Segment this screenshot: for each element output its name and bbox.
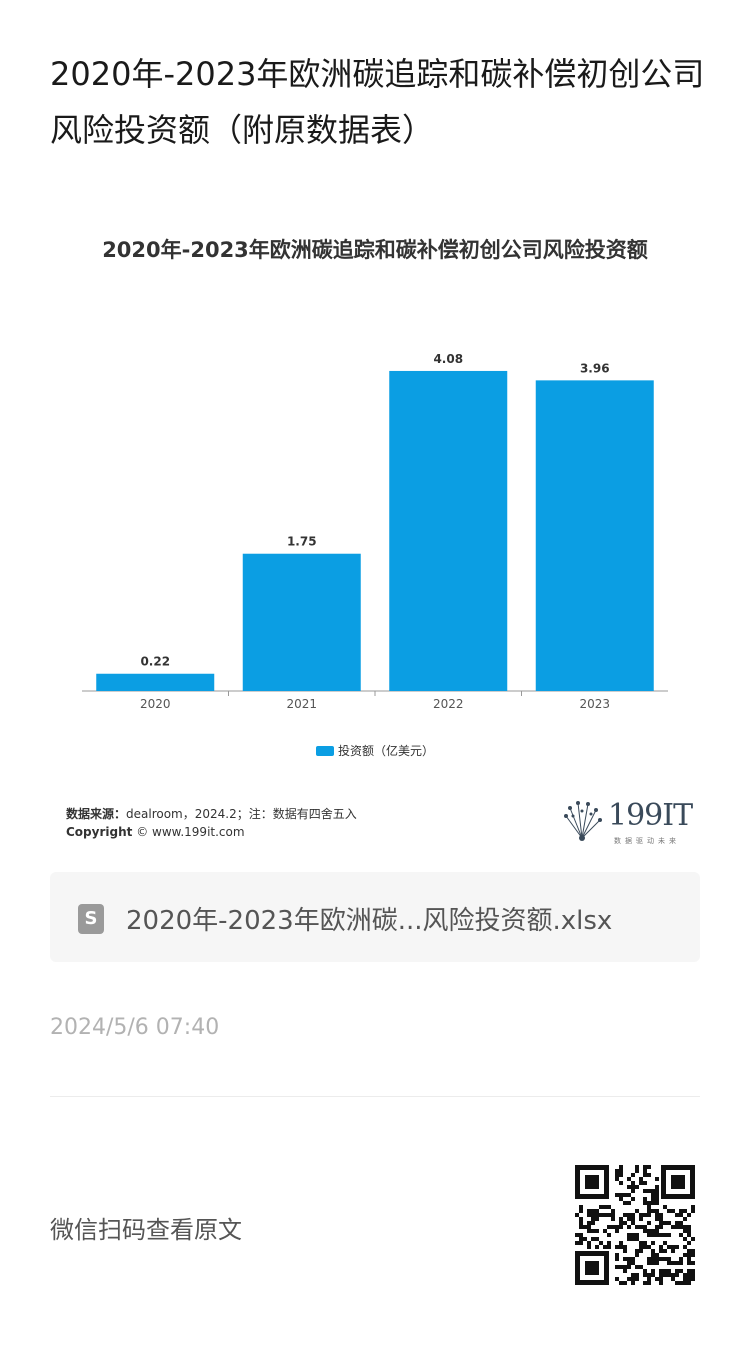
spreadsheet-file-icon: S <box>78 904 104 934</box>
data-label-2023: 3.96 <box>580 361 610 375</box>
x-tick-label-2023: 2023 <box>579 697 610 711</box>
attachment-file-name[interactable]: 2020年-2023年欧洲碳...风险投资额.xlsx <box>126 906 613 936</box>
copyright-key: Copyright <box>66 825 133 839</box>
source-key: 数据来源： <box>66 807 127 821</box>
x-tick-label-2020: 2020 <box>140 697 171 711</box>
brand-tagline: 数据驱动未来 <box>614 837 680 845</box>
data-label-2020: 0.22 <box>140 655 170 669</box>
dandelion-logo-icon <box>564 801 602 841</box>
qr-label: 微信扫码查看原文 <box>50 1216 242 1244</box>
source-line: 数据来源：dealroom，2024.2；注：数据有四舍五入 <box>66 805 357 822</box>
qr-code-icon[interactable] <box>575 1165 695 1285</box>
chart-card: 0.22 2020 1.75 2021 4.08 2022 3.96 2023 2020年-2… <box>50 220 700 860</box>
publish-timestamp: 2024/5/6 07:40 <box>50 1015 220 1040</box>
x-tick-label-2021: 2021 <box>286 697 317 711</box>
x-tick-label-2022: 2022 <box>433 697 464 711</box>
article-title: 2020年-2023年欧洲碳追踪和碳补偿初创公司风险投资额（附原数据表） <box>50 55 705 149</box>
chart-legend: 投资额（亿美元） <box>50 742 700 759</box>
legend-swatch <box>315 745 334 756</box>
bar-2023 <box>535 380 654 691</box>
divider <box>50 1096 700 1097</box>
data-label-2021: 1.75 <box>287 535 317 549</box>
attachment-card[interactable]: S 2020年-2023年欧洲碳...风险投资额.xlsx <box>50 872 700 962</box>
brand-text: 199IT <box>608 798 693 833</box>
brand-logo: 199IT 数据驱动未来 <box>558 798 693 848</box>
chart-title: 2020年-2023年欧洲碳追踪和碳补偿初创公司风险投资额 <box>102 238 648 262</box>
bar-2022 <box>389 370 508 691</box>
data-label-2022: 4.08 <box>433 352 463 366</box>
copyright-value: © www.199it.com <box>132 825 245 839</box>
bar-chart: 0.22 2020 1.75 2021 4.08 2022 3.96 2023 <box>82 352 668 711</box>
source-value: dealroom，2024.2；注：数据有四舍五入 <box>126 807 357 821</box>
bar-2020 <box>96 673 215 691</box>
legend-label: 投资额（亿美元） <box>337 744 434 758</box>
copyright-line: Copyright © www.199it.com <box>66 825 245 839</box>
bar-2021 <box>242 553 361 691</box>
